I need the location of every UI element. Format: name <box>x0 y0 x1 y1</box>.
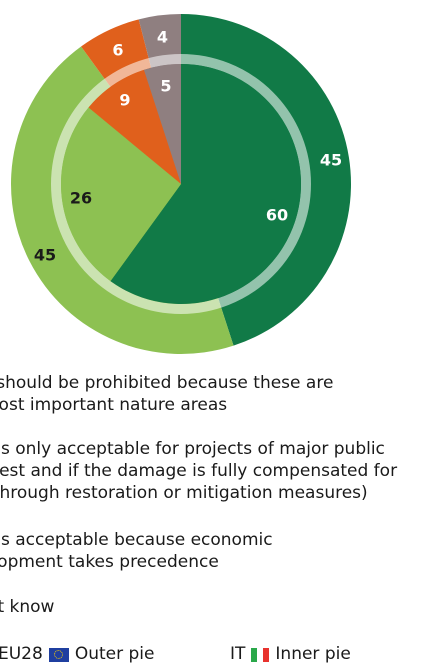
legend-item-dont-know: n't know <box>0 596 422 618</box>
inner-value-label-3: 5 <box>160 77 171 96</box>
outer-value-label-1: 45 <box>34 246 56 265</box>
pie-chart: 45 45 6 4 60 26 9 5 <box>0 0 423 360</box>
outer-value-label-0: 45 <box>320 151 342 170</box>
outer-pie-label: Outer pie <box>75 643 155 665</box>
inner-pie-label: Inner pie <box>275 643 350 665</box>
it-label: IT <box>230 643 245 665</box>
it-flag-icon <box>251 648 269 662</box>
legend-item-acceptable-economic: s is acceptable because economic elopmen… <box>0 529 422 573</box>
inner-value-label-1: 26 <box>70 189 92 208</box>
legend-outer-pie: EU28 Outer pie <box>0 643 154 665</box>
outer-value-label-3: 4 <box>157 28 168 47</box>
eu-flag-icon <box>49 648 69 662</box>
eu28-label: EU28 <box>0 643 43 665</box>
outer-value-label-2: 6 <box>112 41 123 60</box>
legend-item-prohibited: s should be prohibited because these are… <box>0 372 422 416</box>
legend-inner-pie: IT Inner pie <box>230 643 351 665</box>
inner-value-label-2: 9 <box>119 91 130 110</box>
legend-item-only-acceptable: s is only acceptable for projects of maj… <box>0 438 422 504</box>
inner-value-label-0: 60 <box>266 206 288 225</box>
